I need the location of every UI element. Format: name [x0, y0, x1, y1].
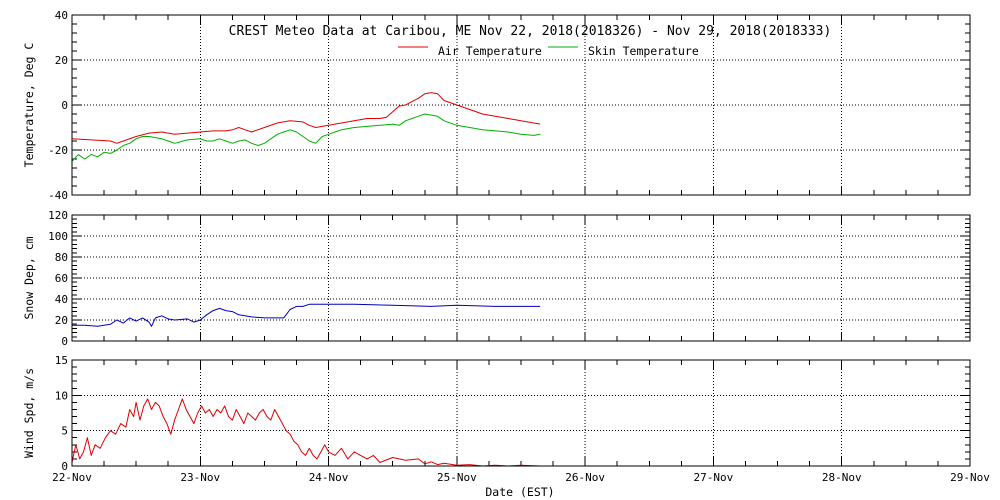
y-tick-label: 100 — [48, 230, 68, 243]
legend-label: Air Temperature — [438, 44, 542, 58]
panel-wind-speed: 0 5 10 15 Wind Spd, m/s — [22, 354, 971, 473]
y-tick-label: -40 — [48, 189, 68, 202]
panel-frame — [71, 14, 971, 196]
panel-temperature: -40 -20 0 20 40 Temperature, Deg C — [22, 9, 971, 202]
panel-snow-depth: 0 20 40 60 80 100 120 Snow Dep, cm — [22, 209, 971, 348]
chart-title: CREST Meteo Data at Caribou, ME Nov 22, … — [229, 24, 832, 39]
y-tick-label: 40 — [55, 293, 68, 306]
y-tick-label: 0 — [61, 460, 68, 473]
y-tick-label: 15 — [55, 354, 68, 367]
series-line-snow-depth-0 — [72, 303, 541, 327]
y-tick-label: 20 — [55, 314, 68, 327]
x-axis-label: Date (EST) — [485, 485, 554, 499]
y-axis-label: Wind Spd, m/s — [22, 368, 36, 458]
temperature-legend: Air Temperature Skin Temperature — [398, 44, 699, 58]
y-tick-label: 0 — [61, 99, 68, 112]
panel-frame — [71, 214, 971, 342]
series-line-wind-speed-0 — [71, 398, 541, 467]
y-tick-label: 0 — [61, 335, 68, 348]
x-tick-label: 22-Nov — [52, 471, 92, 484]
y-tick-label: 60 — [55, 272, 68, 285]
y-axis-label: Snow Dep, cm — [22, 236, 36, 319]
series-line-temperature-air-temperature — [71, 92, 541, 144]
x-tick-label: 24-Nov — [309, 471, 349, 484]
y-tick-label: 80 — [55, 251, 68, 264]
y-tick-label: 40 — [55, 9, 68, 22]
series-line-temperature-skin-temperature — [71, 113, 541, 162]
y-tick-label: 20 — [55, 54, 68, 67]
legend-label: Skin Temperature — [588, 44, 699, 58]
x-tick-label: 27-Nov — [694, 471, 734, 484]
panel-frame — [71, 359, 971, 467]
y-tick-label: 5 — [61, 425, 68, 438]
x-axis-tick-labels: 22-Nov 23-Nov 24-Nov 25-Nov 26-Nov 27-Nov 28-N… — [52, 471, 990, 484]
x-tick-label: 23-Nov — [180, 471, 220, 484]
y-tick-label: -20 — [48, 144, 68, 157]
x-tick-label: 29-Nov — [950, 471, 990, 484]
x-tick-label: 25-Nov — [437, 471, 477, 484]
x-tick-label: 26-Nov — [565, 471, 605, 484]
y-tick-label: 10 — [55, 389, 68, 402]
y-tick-label: 120 — [48, 209, 68, 222]
y-axis-label: Temperature, Deg C — [22, 43, 36, 168]
x-tick-label: 28-Nov — [822, 471, 862, 484]
chart-panels: -40 -20 0 20 40 Temperature, Deg C 0 20 40 60 80 10… — [22, 9, 971, 473]
